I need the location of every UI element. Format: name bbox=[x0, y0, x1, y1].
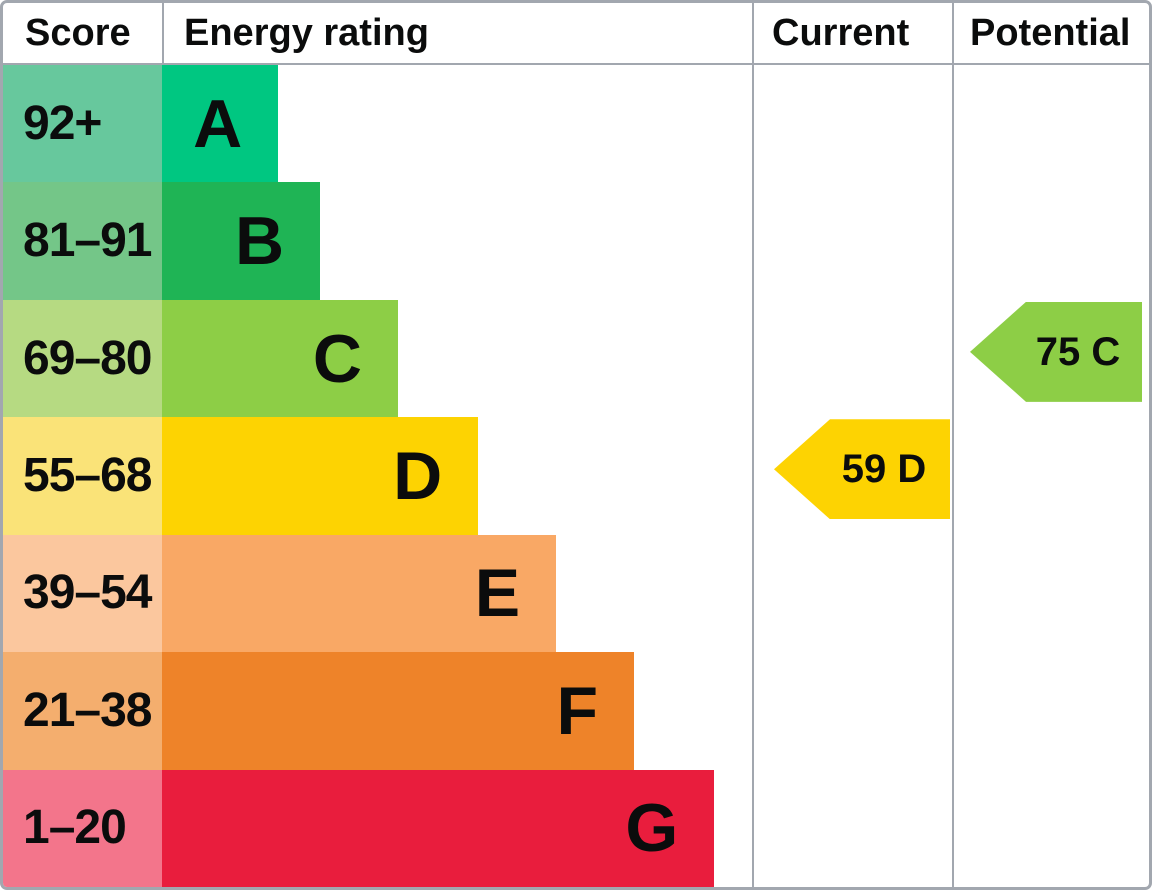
rating-bar: D bbox=[162, 417, 479, 535]
bar-area: C bbox=[162, 299, 752, 418]
potential-column-cell bbox=[952, 65, 1149, 183]
header-row: Score Energy rating Current Potential bbox=[3, 3, 1149, 65]
header-potential-label: Potential bbox=[970, 12, 1131, 54]
rating-row-c: 69–80 C 75 C bbox=[3, 299, 1149, 418]
current-arrow-label: 59 D bbox=[841, 447, 927, 492]
header-energy-rating-label: Energy rating bbox=[184, 12, 429, 54]
score-range: 81–91 bbox=[23, 214, 152, 268]
score-cell: 55–68 bbox=[3, 417, 162, 535]
rating-row-d: 55–68 D 59 D bbox=[3, 417, 1149, 535]
potential-column-cell bbox=[952, 769, 1149, 887]
rating-letter: G bbox=[625, 790, 679, 867]
score-range: 92+ bbox=[23, 96, 102, 150]
current-column-cell bbox=[752, 182, 952, 300]
bar-area: E bbox=[162, 534, 752, 653]
potential-column-cell bbox=[952, 652, 1149, 770]
rating-bar: B bbox=[162, 182, 321, 300]
bar-area: G bbox=[162, 769, 752, 887]
bar-area: A bbox=[162, 65, 752, 183]
score-range: 55–68 bbox=[23, 448, 152, 502]
header-current-label: Current bbox=[772, 12, 910, 54]
header-energy-rating: Energy rating bbox=[162, 3, 752, 63]
score-cell: 69–80 bbox=[3, 299, 162, 418]
score-range: 69–80 bbox=[23, 331, 152, 385]
score-range: 1–20 bbox=[23, 801, 127, 855]
rating-row-b: 81–91 B bbox=[3, 182, 1149, 300]
rating-bar: G bbox=[162, 769, 715, 887]
rating-bar: F bbox=[162, 652, 634, 770]
rating-row-e: 39–54 E bbox=[3, 534, 1149, 653]
rating-letter: E bbox=[474, 555, 521, 632]
potential-column-cell bbox=[952, 534, 1149, 653]
score-cell: 1–20 bbox=[3, 769, 162, 887]
rating-row-a: 92+ A bbox=[3, 65, 1149, 183]
current-column-cell: 59 D bbox=[752, 417, 952, 535]
header-score-label: Score bbox=[25, 12, 131, 54]
rating-rows: 92+ A 81–91 B 69–80 bbox=[3, 65, 1149, 887]
current-column-cell bbox=[752, 299, 952, 418]
current-column-cell bbox=[752, 652, 952, 770]
bar-area: D bbox=[162, 417, 752, 535]
bar-area: F bbox=[162, 652, 752, 770]
potential-arrow: 75 C bbox=[970, 301, 1142, 402]
rating-letter: C bbox=[312, 320, 362, 397]
current-column-cell bbox=[752, 65, 952, 183]
header-potential: Potential bbox=[952, 3, 1149, 63]
potential-column-cell: 75 C bbox=[952, 299, 1149, 418]
rating-bar: A bbox=[162, 65, 279, 183]
rating-row-f: 21–38 F bbox=[3, 652, 1149, 770]
rating-letter: F bbox=[556, 672, 598, 749]
rating-bar: C bbox=[162, 299, 398, 418]
potential-arrow-label: 75 C bbox=[1035, 329, 1121, 374]
current-column-cell bbox=[752, 534, 952, 653]
score-range: 21–38 bbox=[23, 683, 152, 737]
score-cell: 81–91 bbox=[3, 182, 162, 300]
rating-letter: D bbox=[393, 437, 443, 514]
rating-letter: A bbox=[193, 85, 243, 162]
header-score: Score bbox=[3, 3, 162, 63]
score-cell: 21–38 bbox=[3, 652, 162, 770]
potential-column-cell bbox=[952, 417, 1149, 535]
rating-bar: E bbox=[162, 534, 557, 653]
potential-column-cell bbox=[952, 182, 1149, 300]
rating-row-g: 1–20 G bbox=[3, 769, 1149, 887]
rating-letter: B bbox=[235, 203, 285, 280]
bar-area: B bbox=[162, 182, 752, 300]
current-arrow: 59 D bbox=[774, 419, 950, 520]
current-column-cell bbox=[752, 769, 952, 887]
score-cell: 39–54 bbox=[3, 534, 162, 653]
score-cell: 92+ bbox=[3, 65, 162, 183]
score-range: 39–54 bbox=[23, 566, 152, 620]
header-current: Current bbox=[752, 3, 952, 63]
